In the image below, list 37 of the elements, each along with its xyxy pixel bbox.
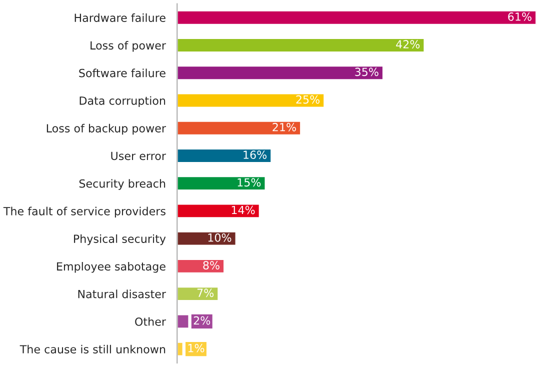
data-label: 8% bbox=[203, 261, 220, 270]
data-label: 35% bbox=[355, 68, 378, 76]
data-label: 21% bbox=[272, 122, 296, 132]
y-tick-label: Natural disaster bbox=[78, 290, 166, 298]
y-tick-label: User error bbox=[111, 152, 166, 160]
data-label: 10% bbox=[208, 233, 232, 242]
data-label: 25% bbox=[296, 95, 320, 104]
data-label: 42% bbox=[396, 40, 420, 48]
y-tick-label: Loss of power bbox=[90, 41, 166, 52]
bar bbox=[177, 38, 426, 53]
y-tick-label: Data corruption bbox=[80, 96, 166, 108]
y-tick-label: Hardware failure bbox=[74, 13, 166, 22]
y-tick-label: Physical security bbox=[74, 234, 166, 246]
bar bbox=[177, 258, 225, 274]
y-tick-label: The cause is still unknown bbox=[20, 344, 166, 354]
data-label: 15% bbox=[238, 178, 261, 187]
bar bbox=[177, 176, 266, 191]
y-tick-label: Loss of backup power bbox=[46, 124, 166, 135]
data-label: 61% bbox=[508, 12, 532, 21]
data-label: 2% bbox=[194, 316, 210, 325]
y-tick-label: Software failure bbox=[79, 68, 166, 78]
y-tick-label: The fault of service providers bbox=[3, 206, 166, 218]
bar bbox=[177, 10, 536, 26]
bar bbox=[177, 92, 325, 108]
bar bbox=[177, 286, 220, 302]
data-label: 14% bbox=[232, 206, 255, 214]
y-tick-label: Security breach bbox=[79, 179, 166, 190]
bar bbox=[177, 203, 260, 219]
bar bbox=[177, 230, 237, 246]
y-tick-label: Other bbox=[135, 317, 166, 326]
bar bbox=[177, 120, 302, 136]
data-label: 7% bbox=[197, 288, 214, 298]
data-label: 16% bbox=[244, 150, 267, 159]
bar bbox=[177, 65, 384, 80]
bar bbox=[177, 148, 272, 164]
data-label: 1% bbox=[188, 344, 204, 352]
y-tick-label: Employee sabotage bbox=[57, 262, 166, 273]
